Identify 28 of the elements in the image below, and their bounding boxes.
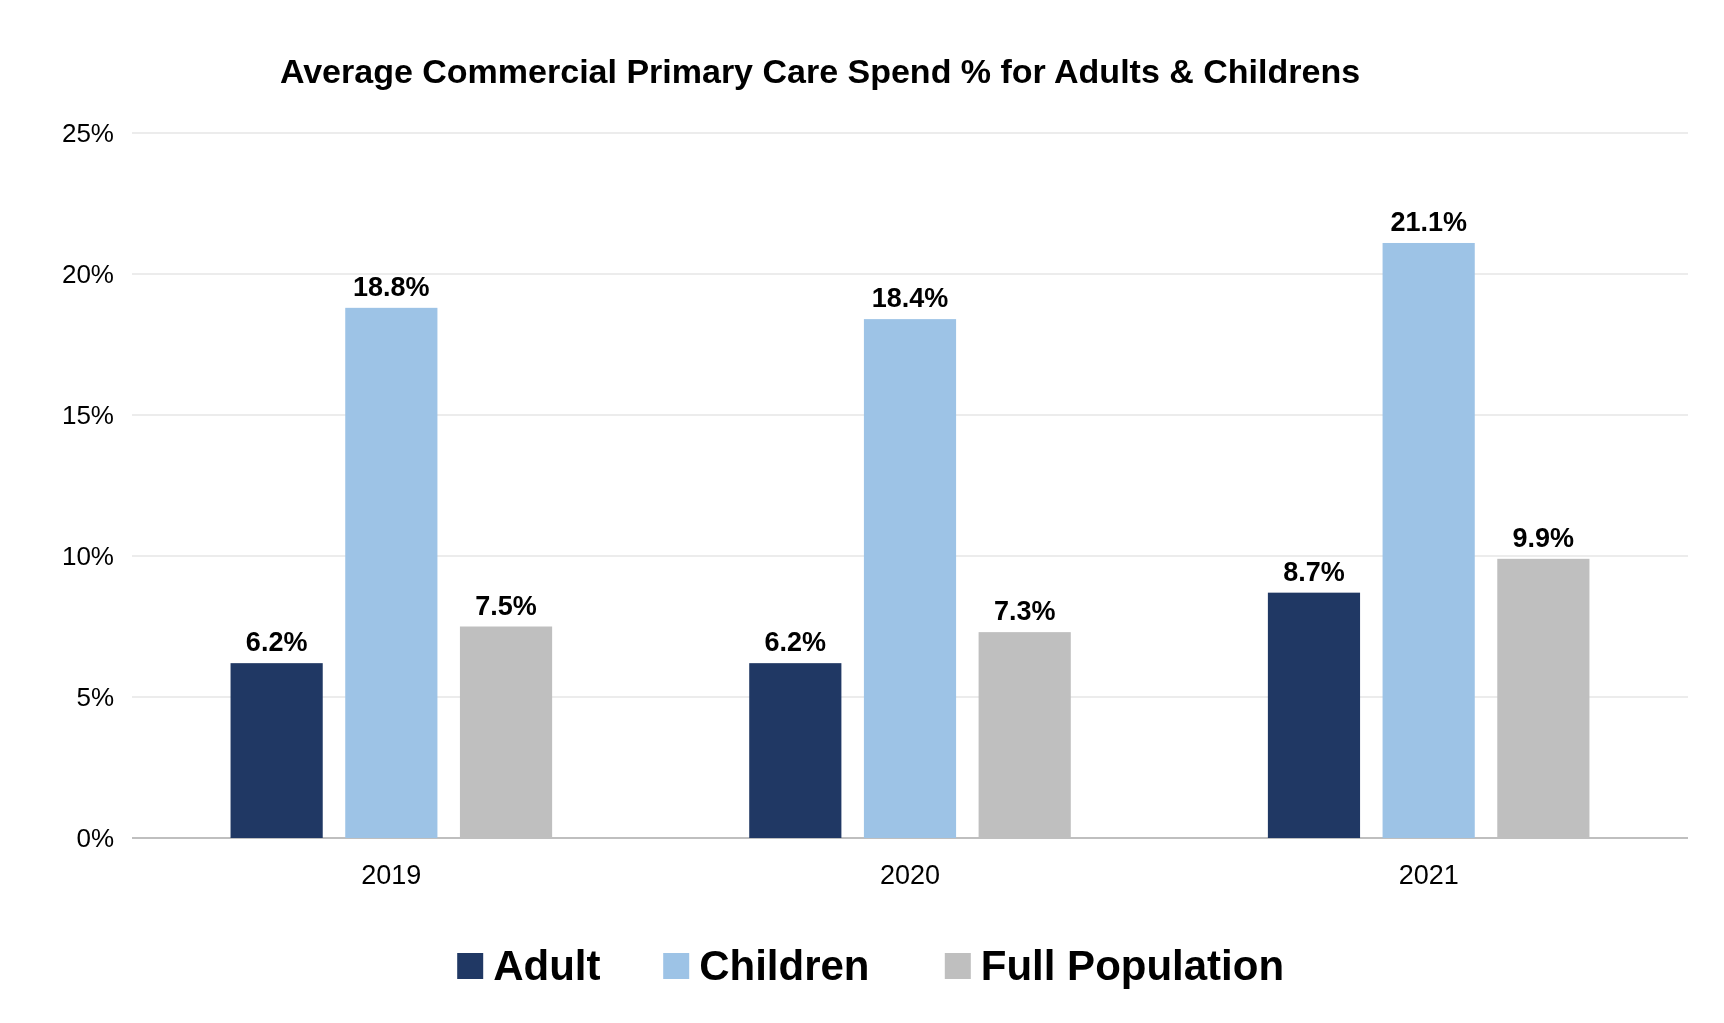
data-label: 8.7% [1283,556,1345,587]
legend-label: Children [699,942,870,989]
bar [749,663,842,838]
legend-label: Full Population [980,942,1285,989]
y-tick-label: 0% [76,823,114,854]
y-tick-label: 20% [61,259,114,290]
y-tick-label: 15% [61,400,114,431]
data-label: 6.2% [245,627,308,658]
data-label: 7.3% [993,596,1056,627]
x-tick-label: 2019 [361,860,422,890]
y-tick-label: 5% [76,682,114,713]
y-tick-label: 25% [61,118,114,149]
bar [1382,242,1475,838]
data-label: 9.9% [1512,522,1575,553]
bar [230,663,323,838]
data-label: 18.4% [871,283,949,314]
data-label: 7.5% [475,590,537,621]
x-tick-label: 2021 [1398,860,1459,890]
data-label: 21.1% [1390,206,1467,237]
y-tick-label: 10% [61,541,114,572]
data-label: 6.2% [764,627,827,658]
legend-label: Adult [493,942,601,989]
bar [1267,592,1361,838]
bar [345,307,438,838]
data-label: 18.8% [353,271,430,302]
x-tick-label: 2020 [879,860,941,890]
chart-title: Average Commercial Primary Care Spend % for Adults & Childrens [279,52,1361,90]
bar [863,319,957,838]
